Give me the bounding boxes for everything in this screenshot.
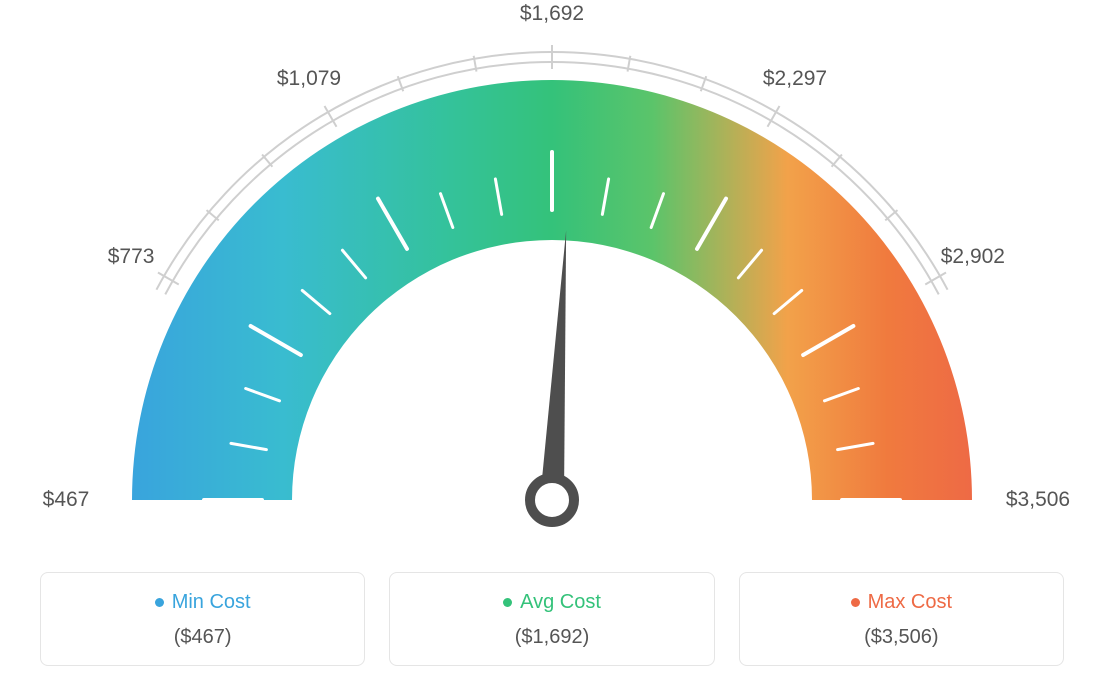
legend-title-min: Min Cost: [155, 591, 251, 614]
legend-value-min: ($467): [53, 626, 352, 649]
legend-title-avg: Avg Cost: [503, 591, 601, 614]
gauge-tick-label: $2,902: [941, 245, 1005, 269]
legend-value-avg: ($1,692): [402, 626, 701, 649]
dot-icon: [503, 598, 512, 607]
legend-row: Min Cost ($467) Avg Cost ($1,692) Max Co…: [40, 572, 1064, 666]
cost-gauge-widget: { "gauge": { "type": "gauge", "center_x"…: [0, 0, 1104, 690]
legend-value-max: ($3,506): [752, 626, 1051, 649]
legend-card-avg: Avg Cost ($1,692): [389, 572, 714, 666]
legend-title-text: Min Cost: [172, 591, 251, 614]
gauge-tick-label: $467: [43, 488, 90, 512]
legend-title-text: Max Cost: [868, 591, 952, 614]
legend-card-min: Min Cost ($467): [40, 572, 365, 666]
legend-title-max: Max Cost: [851, 591, 952, 614]
gauge-tick-label: $2,297: [763, 67, 827, 91]
gauge-tick-label: $1,079: [277, 67, 341, 91]
gauge-tick-label: $1,692: [520, 2, 584, 26]
gauge-area: $467 $773 $1,079 $1,692 $2,297 $2,902 $3,506: [0, 0, 1104, 560]
legend-card-max: Max Cost ($3,506): [739, 572, 1064, 666]
gauge-tick-label: $3,506: [1006, 488, 1070, 512]
dot-icon: [155, 598, 164, 607]
dot-icon: [851, 598, 860, 607]
gauge-tick-label: $773: [108, 245, 155, 269]
legend-title-text: Avg Cost: [520, 591, 601, 614]
gauge-svg: [0, 0, 1104, 560]
